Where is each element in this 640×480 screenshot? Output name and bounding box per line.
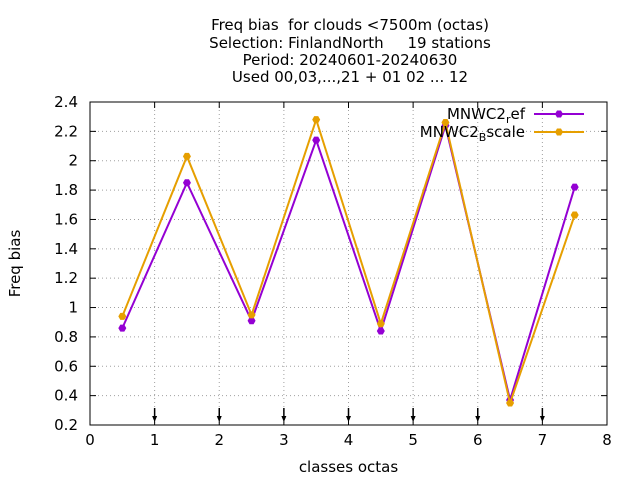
y-tick-label: 1.8 (54, 181, 78, 199)
data-point (118, 312, 127, 320)
data-point (570, 183, 579, 191)
legend-label: MNWC2Bscale (420, 123, 525, 144)
station-marker-arrow (152, 416, 158, 422)
data-point (182, 179, 191, 187)
data-point (441, 119, 450, 127)
y-tick-label: 0.8 (54, 328, 78, 346)
x-tick-label: 3 (279, 431, 289, 449)
station-markers (152, 408, 545, 422)
station-marker-arrow (410, 416, 416, 422)
data-series (118, 116, 579, 407)
chart-title-line-1: Freq bias for clouds <7500m (octas) (211, 16, 489, 34)
x-tick-label: 0 (85, 431, 95, 449)
data-point (376, 327, 385, 335)
chart-title-line-2: Selection: FinlandNorth 19 stations (209, 34, 491, 52)
axis-ticks: 0 1 2 3 4 5 6 7 8 0.2 0.4 0.6 0.8 1 1.2 1.4 1.6 1.8 2 2.2 2.… (54, 93, 612, 449)
y-tick-label: 0.4 (54, 387, 78, 405)
station-marker-arrow (346, 416, 351, 422)
y-tick-label: 0.2 (54, 416, 78, 434)
x-tick-label: 8 (602, 431, 612, 449)
x-tick-label: 7 (538, 431, 548, 449)
x-tick-label: 4 (344, 431, 354, 449)
data-point (247, 317, 256, 325)
x-tick-label: 5 (408, 431, 418, 449)
y-tick-label: 2.2 (54, 122, 78, 140)
legend-marker (555, 128, 563, 136)
legend-marker (555, 110, 563, 118)
y-axis-label: Freq bias (6, 230, 24, 298)
y-tick-label: 0.6 (54, 357, 78, 375)
data-point (182, 152, 191, 160)
station-marker-arrow (539, 416, 545, 422)
data-point (118, 324, 127, 332)
data-point (376, 320, 385, 328)
data-point (312, 116, 321, 124)
x-tick-label: 2 (214, 431, 224, 449)
y-tick-label: 1.6 (54, 210, 78, 228)
y-tick-label: 2 (68, 152, 78, 170)
data-point (312, 136, 321, 144)
y-tick-label: 2.4 (54, 93, 78, 111)
series-line (121, 116, 576, 407)
chart-title-line-3: Period: 20240601-20240630 (242, 51, 458, 69)
station-marker-arrow (216, 416, 222, 422)
grid-lines (90, 102, 607, 425)
x-axis-label: classes octas (299, 458, 399, 476)
y-tick-label: 1.4 (54, 240, 78, 258)
chart-title-line-4: Used 00,03,...,21 + 01 02 ... 12 (231, 68, 469, 86)
series-2 (118, 116, 579, 407)
data-point (506, 399, 515, 407)
x-tick-label: 6 (473, 431, 483, 449)
station-marker-arrow (281, 416, 287, 422)
legend-label: MNWC2ref (447, 105, 526, 126)
y-tick-label: 1 (68, 299, 78, 317)
data-point (247, 311, 256, 319)
station-marker-arrow (475, 416, 481, 422)
x-tick-label: 1 (150, 431, 160, 449)
data-point (570, 211, 579, 219)
y-tick-label: 1.2 (54, 269, 78, 287)
